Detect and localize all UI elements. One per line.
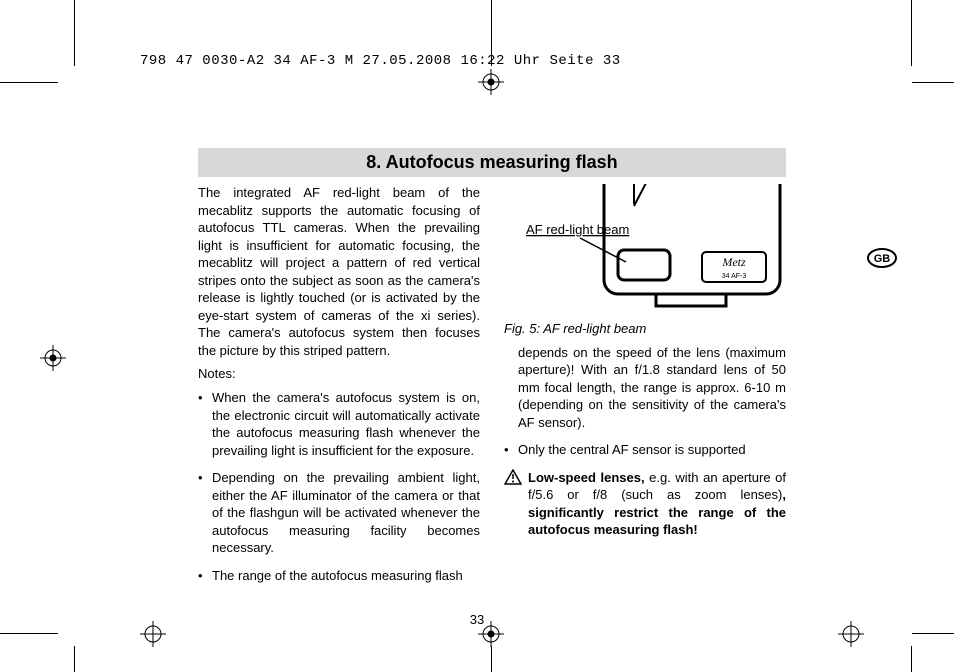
list-item: Only the central AF sensor is supported: [504, 441, 786, 459]
language-badge: GB: [867, 248, 897, 268]
left-column: The integrated AF red-light beam of the …: [198, 184, 480, 594]
device-figure: Metz 34 AF-3 AF red-light beam: [526, 184, 786, 314]
section-title: 8. Autofocus measuring flash: [198, 148, 786, 177]
left-bullet-list: When the camera's autofocus system is on…: [198, 389, 480, 584]
lang-code: GB: [874, 253, 891, 265]
warning-note: Low-speed lenses, e.g. with an aperture …: [504, 469, 786, 539]
notes-label: Notes:: [198, 365, 480, 383]
registration-mark: [478, 69, 504, 95]
right-bullet-list: Only the central AF sensor is supported: [504, 441, 786, 459]
page-number: 33: [0, 612, 954, 627]
continuation-paragraph: depends on the speed of the lens (maximu…: [518, 344, 786, 432]
warning-text: Low-speed lenses, e.g. with an aperture …: [528, 469, 786, 539]
registration-mark: [40, 345, 66, 371]
figure-caption: Fig. 5: AF red-light beam: [504, 320, 786, 338]
callout-label: AF red-light beam: [526, 222, 629, 237]
right-column: Metz 34 AF-3 AF red-light beam Fig. 5: A…: [504, 184, 786, 594]
list-item: The range of the autofocus measuring fla…: [198, 567, 480, 585]
intro-paragraph: The integrated AF red-light beam of the …: [198, 184, 480, 359]
svg-text:34 AF-3: 34 AF-3: [722, 273, 747, 280]
warning-icon: [504, 469, 522, 539]
list-item: Depending on the prevailing ambient ligh…: [198, 469, 480, 557]
content-columns: The integrated AF red-light beam of the …: [198, 184, 786, 594]
svg-text:Metz: Metz: [721, 255, 746, 269]
list-item: When the camera's autofocus system is on…: [198, 389, 480, 459]
print-meta-header: 798 47 0030-A2 34 AF-3 M 27.05.2008 16:2…: [140, 53, 621, 69]
